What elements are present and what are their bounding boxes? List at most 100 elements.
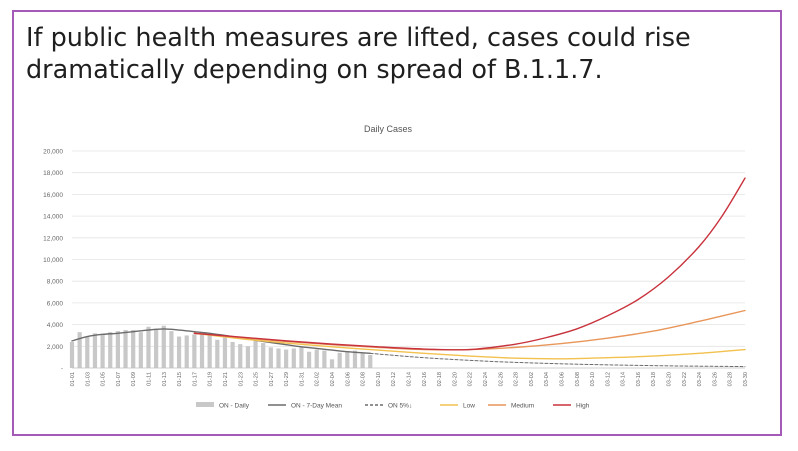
gridlines xyxy=(72,150,745,347)
x-tick-label: 03-28 xyxy=(728,372,734,386)
x-tick-label: 03-04 xyxy=(544,372,550,386)
x-tick-label: 01-19 xyxy=(208,372,214,386)
x-tick-label: 02-26 xyxy=(498,372,504,386)
x-tick-label: 02-02 xyxy=(315,372,321,386)
x-tick-label: 03-08 xyxy=(575,372,581,386)
daily-bar xyxy=(69,341,75,368)
y-tick-label: 8,000 xyxy=(47,279,64,286)
x-tick-label: 03-30 xyxy=(743,372,749,386)
legend-label: High xyxy=(576,403,590,410)
y-tick-label: 2,000 xyxy=(47,344,64,351)
y-tick-label: 4,000 xyxy=(47,322,64,329)
daily-bar xyxy=(115,331,120,368)
daily-bar xyxy=(368,354,373,368)
x-tick-label: 02-24 xyxy=(483,372,489,386)
x-tick-label: 01-25 xyxy=(254,372,260,386)
daily-bar xyxy=(85,336,90,368)
x-tick-label: 01-31 xyxy=(299,372,305,386)
x-tick-label: 02-14 xyxy=(407,372,413,386)
series-line-high xyxy=(193,177,746,351)
x-tick-label: 01-03 xyxy=(85,372,91,386)
x-tick-label: 03-18 xyxy=(651,372,657,386)
daily-bar xyxy=(322,350,327,368)
daily-bar xyxy=(360,352,365,368)
daily-bar xyxy=(299,347,304,368)
x-tick-label: 03-14 xyxy=(621,372,627,386)
daily-bar xyxy=(108,332,113,368)
daily-bar xyxy=(161,325,166,368)
x-tick-label: 01-29 xyxy=(284,372,290,386)
x-tick-label: 01-17 xyxy=(192,372,198,386)
daily-bar xyxy=(261,343,266,368)
y-tick-label: 16,000 xyxy=(43,192,63,199)
daily-bar xyxy=(345,351,350,368)
y-tick-label: 18,000 xyxy=(43,170,63,177)
y-tick-label: 14,000 xyxy=(43,214,63,221)
x-tick-label: 01-21 xyxy=(223,372,229,386)
daily-bar xyxy=(352,350,358,368)
x-tick-label: 02-06 xyxy=(345,372,351,386)
daily-bar xyxy=(77,332,82,368)
daily-bar xyxy=(215,339,220,368)
legend-swatch xyxy=(196,402,214,407)
x-tick-label: 02-04 xyxy=(330,372,336,386)
daily-bar xyxy=(329,359,335,368)
y-tick-label: 20,000 xyxy=(43,149,63,156)
daily-bar xyxy=(131,330,136,368)
y-tick-label: 10,000 xyxy=(43,257,63,264)
x-tick-label: 02-08 xyxy=(361,372,367,386)
x-tick-label: 01-13 xyxy=(162,372,168,386)
x-tick-label: 03-10 xyxy=(590,372,596,386)
daily-bar xyxy=(92,333,98,368)
x-tick-label: 02-20 xyxy=(452,372,458,386)
daily-bar xyxy=(184,335,189,368)
x-tick-label: 01-23 xyxy=(238,372,244,386)
legend-label: ON 5%↓ xyxy=(388,403,412,410)
legend-label: ON - 7-Day Mean xyxy=(291,403,342,410)
chart-legend: ON - Daily ON - 7-Day Mean ON 5%↓ Low Medium… xyxy=(196,402,590,410)
daily-bar xyxy=(291,348,296,368)
series-lines xyxy=(71,177,746,368)
daily-bar xyxy=(314,349,319,368)
daily-bar xyxy=(146,326,151,368)
daily-bar xyxy=(169,331,174,368)
x-tick-label: 02-16 xyxy=(422,372,428,386)
daily-bar xyxy=(199,332,205,368)
daily-bar xyxy=(276,348,281,368)
daily-bar xyxy=(176,336,182,368)
daily-bar xyxy=(284,349,289,368)
x-tick-label: 03-02 xyxy=(529,372,535,386)
x-tick-label: 01-05 xyxy=(101,372,107,386)
x-tick-label: 03-26 xyxy=(712,372,718,386)
x-tick-label: 02-28 xyxy=(514,372,520,386)
slide-headline: If public health measures are lifted, ca… xyxy=(26,23,691,85)
legend-label: ON - Daily xyxy=(219,403,250,410)
chart-title: Daily Cases xyxy=(364,124,413,134)
daily-bar xyxy=(192,334,197,368)
x-tick-label: 01-07 xyxy=(116,372,122,386)
x-tick-label: 03-12 xyxy=(605,372,611,386)
x-tick-label: 03-20 xyxy=(667,372,673,386)
x-tick-label: 01-15 xyxy=(177,372,183,386)
x-axis-ticks: 01-01 01-03 01-05 01-07 01-09 01-11 01-13 01-15… xyxy=(70,372,749,386)
daily-bar xyxy=(222,337,228,368)
legend-label: Low xyxy=(463,403,475,410)
daily-bar xyxy=(230,341,235,368)
daily-bar xyxy=(245,346,251,368)
y-tick-label: 6,000 xyxy=(47,300,64,307)
daily-bar xyxy=(253,340,258,368)
y-tick-label: 12,000 xyxy=(43,235,63,242)
y-tick-label: - xyxy=(61,366,63,373)
x-tick-label: 01-27 xyxy=(269,372,275,386)
daily-bar xyxy=(207,335,212,368)
daily-bar xyxy=(306,351,312,368)
x-tick-label: 02-18 xyxy=(437,372,443,386)
legend-label: Medium xyxy=(511,403,534,410)
x-tick-label: 02-10 xyxy=(376,372,382,386)
daily-bar xyxy=(268,347,273,368)
daily-bars xyxy=(69,325,373,368)
x-tick-label: 03-24 xyxy=(697,372,703,386)
series-line-low xyxy=(193,332,746,360)
x-tick-label: 03-22 xyxy=(682,372,688,386)
